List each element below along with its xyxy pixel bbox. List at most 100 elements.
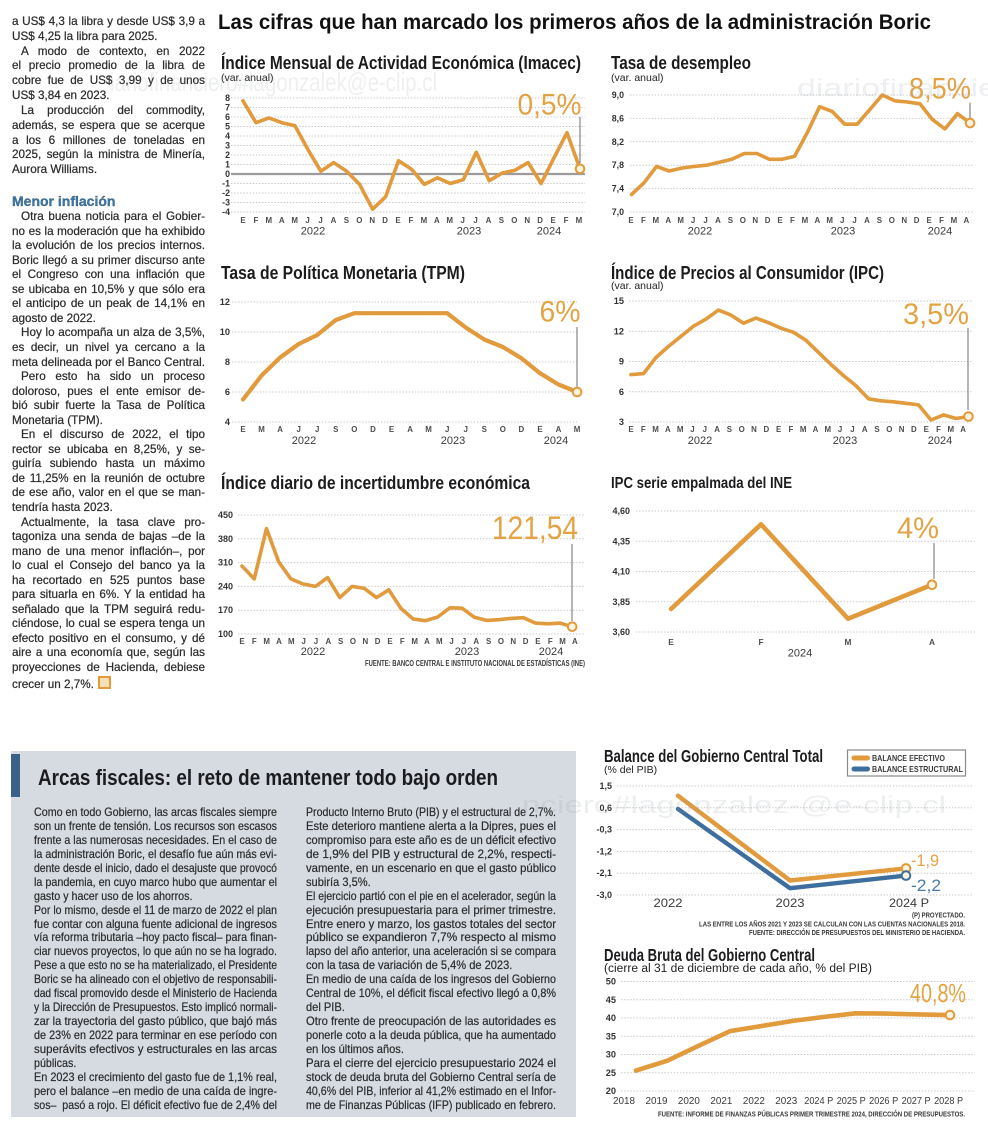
svg-text:0,6: 0,6 [599, 803, 612, 813]
svg-text:2023: 2023 [776, 898, 805, 910]
svg-text:N: N [524, 216, 530, 225]
svg-text:FUENTE: BANCO CENTRAL E INSTIT: FUENTE: BANCO CENTRAL E INSTITUTO NACION… [365, 659, 585, 668]
svg-text:2: 2 [225, 150, 230, 160]
svg-text:M: M [574, 425, 581, 434]
svg-text:6%: 6% [540, 296, 581, 329]
svg-text:D: D [914, 216, 920, 225]
svg-text:A: A [665, 425, 671, 434]
svg-text:F: F [936, 425, 941, 434]
svg-text:2023: 2023 [441, 435, 465, 447]
svg-text:E: E [550, 216, 555, 225]
svg-text:E: E [926, 216, 931, 225]
svg-text:2024: 2024 [928, 435, 952, 447]
svg-text:2023: 2023 [455, 646, 479, 658]
svg-text:2024: 2024 [788, 648, 812, 660]
svg-text:4,60: 4,60 [612, 506, 630, 516]
svg-text:121,54: 121,54 [492, 510, 578, 546]
svg-text:N: N [899, 425, 905, 434]
svg-text:M: M [677, 216, 684, 225]
svg-text:-1,2: -1,2 [596, 846, 612, 856]
svg-text:M: M [951, 216, 958, 225]
svg-text:J: J [315, 425, 319, 434]
svg-text:2022: 2022 [654, 898, 683, 910]
svg-text:2024: 2024 [544, 435, 568, 447]
svg-text:N: N [751, 425, 757, 434]
svg-text:O: O [350, 637, 356, 646]
svg-text:A: A [407, 425, 413, 434]
svg-text:M: M [411, 637, 418, 646]
svg-text:-3,0: -3,0 [596, 890, 612, 900]
svg-text:S: S [499, 216, 504, 225]
svg-text:O: O [498, 637, 504, 646]
svg-text:FUENTE: DIRECCIÓN DE PRESUPUES: FUENTE: DIRECCIÓN DE PRESUPUESTOS DEL MI… [749, 928, 965, 937]
svg-text:3: 3 [225, 141, 230, 151]
svg-text:-1: -1 [222, 179, 230, 189]
svg-text:J: J [703, 216, 707, 225]
svg-text:M: M [258, 425, 265, 434]
svg-text:-2,1: -2,1 [596, 868, 612, 878]
svg-text:2023: 2023 [457, 226, 481, 238]
svg-text:BALANCE ESTRUCTURAL: BALANCE ESTRUCTURAL [872, 765, 963, 774]
svg-text:iariofinanciero#lagonzalek@e-c: iariofinanciero#lagonzalek@e-clip.cl [110, 67, 437, 97]
svg-text:0,5%: 0,5% [518, 89, 582, 122]
svg-text:J: J [462, 637, 466, 646]
svg-text:J: J [850, 425, 854, 434]
svg-text:O: O [500, 425, 506, 434]
svg-text:A: A [279, 216, 285, 225]
svg-text:3,60: 3,60 [612, 627, 630, 637]
svg-text:10: 10 [220, 327, 230, 337]
svg-text:F: F [548, 637, 553, 646]
svg-text:N: N [369, 216, 375, 225]
svg-text:2024: 2024 [539, 646, 563, 658]
svg-text:2020: 2020 [678, 1096, 700, 1107]
svg-text:E: E [395, 216, 400, 225]
svg-text:3: 3 [619, 417, 624, 427]
svg-text:M: M [677, 425, 684, 434]
svg-text:M: M [576, 216, 583, 225]
svg-text:LAS ENTRE LOS AÑOS 2021 Y 2023: LAS ENTRE LOS AÑOS 2021 Y 2023 SE CALCUL… [699, 919, 965, 928]
svg-text:A: A [929, 637, 935, 647]
svg-text:D: D [537, 216, 543, 225]
svg-text:J: J [460, 216, 464, 225]
svg-text:5: 5 [225, 122, 230, 132]
svg-text:M: M [288, 637, 295, 646]
svg-text:8: 8 [225, 93, 230, 103]
svg-text:J: J [703, 425, 707, 434]
svg-text:240: 240 [218, 581, 233, 591]
svg-text:2022: 2022 [292, 435, 316, 447]
svg-text:M: M [652, 425, 659, 434]
svg-text:25: 25 [606, 1068, 616, 1078]
svg-text:E: E [537, 425, 542, 434]
svg-text:E: E [389, 425, 394, 434]
svg-text:J: J [445, 425, 449, 434]
svg-text:S: S [333, 425, 338, 434]
svg-text:nciero#lagonzalez-@e-clip.cl: nciero#lagonzalez-@e-clip.cl [522, 792, 946, 819]
svg-text:A: A [862, 425, 868, 434]
svg-text:12: 12 [220, 297, 230, 307]
svg-text:4%: 4% [897, 512, 939, 545]
svg-text:100: 100 [218, 629, 233, 639]
svg-text:N: N [752, 216, 758, 225]
svg-text:S: S [874, 425, 879, 434]
svg-text:2022: 2022 [301, 226, 325, 238]
svg-text:O: O [740, 216, 746, 225]
svg-text:J: J [473, 216, 477, 225]
svg-text:A: A [556, 425, 562, 434]
svg-text:J: J [305, 216, 309, 225]
svg-text:A: A [715, 216, 721, 225]
svg-text:S: S [482, 425, 487, 434]
svg-text:S: S [338, 637, 343, 646]
svg-text:F: F [788, 425, 793, 434]
svg-text:50: 50 [606, 977, 616, 987]
svg-text:6: 6 [619, 387, 624, 397]
svg-text:FUENTE: INFORME DE FINANZAS PÚ: FUENTE: INFORME DE FINANZAS PÚBLICAS PRI… [658, 1110, 965, 1119]
svg-text:F: F [939, 216, 944, 225]
svg-text:A: A [960, 425, 966, 434]
svg-text:1: 1 [225, 160, 230, 170]
svg-text:A: A [424, 637, 430, 646]
svg-text:O: O [351, 425, 357, 434]
svg-text:2021: 2021 [710, 1096, 732, 1107]
svg-text:2023: 2023 [833, 435, 857, 447]
svg-text:A: A [714, 425, 720, 434]
svg-text:8: 8 [225, 357, 230, 367]
